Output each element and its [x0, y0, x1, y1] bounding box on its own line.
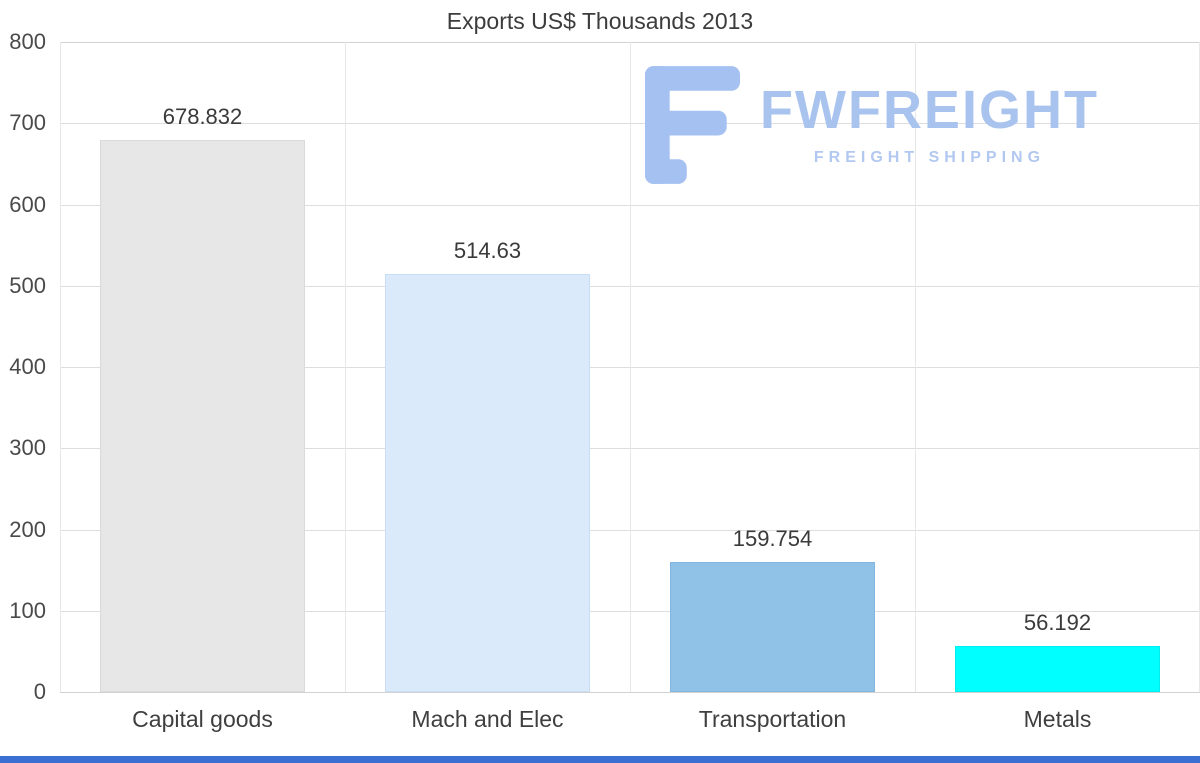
- bar-value-label: 514.63: [453, 237, 522, 263]
- chart-title: Exports US$ Thousands 2013: [446, 8, 754, 34]
- bottom-strip: [0, 756, 1200, 763]
- y-tick-label: 600: [9, 191, 46, 217]
- gridline-horizontal: [60, 692, 1200, 693]
- brand-tagline: FREIGHT SHIPPING: [813, 149, 1046, 166]
- bar-value-label: 678.832: [162, 104, 243, 130]
- x-category-label: Metals: [1023, 706, 1092, 732]
- bar: [955, 646, 1160, 692]
- bar: [670, 562, 875, 692]
- watermark-logo: FWFREIGHT FREIGHT SHIPPING: [645, 66, 1099, 184]
- gridline-vertical: [345, 42, 346, 692]
- y-tick-label: 100: [9, 597, 46, 623]
- y-tick-label: 400: [9, 354, 46, 379]
- gridline-vertical: [915, 42, 916, 692]
- y-tick-label: 700: [9, 110, 46, 136]
- brand-name: FWFREIGHT: [760, 80, 1099, 140]
- y-tick-label: 300: [9, 435, 46, 461]
- y-tick-label: 0: [33, 679, 46, 704]
- y-tick-label: 200: [9, 516, 46, 542]
- x-category-label: Capital goods: [132, 706, 273, 732]
- bar: [100, 140, 305, 692]
- x-category-label: Mach and Elec: [411, 706, 564, 732]
- bar: [385, 273, 590, 692]
- watermark-text: FWFREIGHT FREIGHT SHIPPING: [760, 83, 1099, 167]
- gridline-vertical: [60, 42, 61, 692]
- y-tick-label: 800: [9, 29, 46, 54]
- x-category-label: Transportation: [698, 706, 847, 732]
- gridline-vertical: [630, 42, 631, 692]
- y-tick-label: 500: [9, 272, 46, 298]
- fwfreight-logo-icon: [645, 66, 740, 184]
- bar-value-label: 56.192: [1023, 610, 1092, 636]
- bar-value-label: 159.754: [732, 526, 813, 552]
- plot-area: 678.832 514.63 159.754 56.192: [60, 42, 1200, 693]
